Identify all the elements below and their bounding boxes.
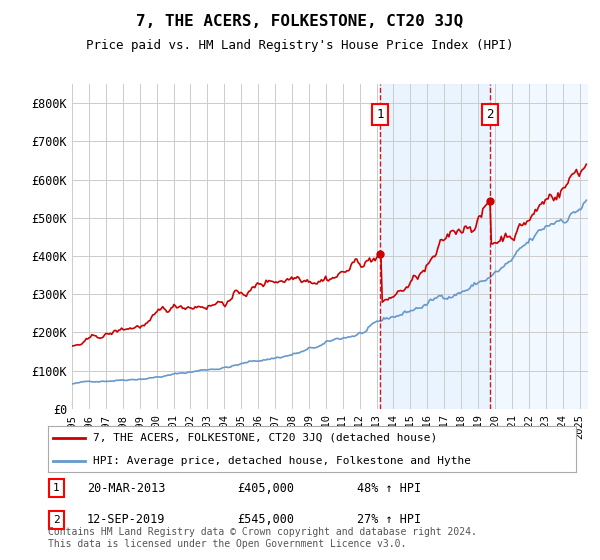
Text: 1: 1 — [376, 108, 384, 121]
Text: 2: 2 — [487, 108, 494, 121]
Text: 27% ↑ HPI: 27% ↑ HPI — [357, 513, 421, 526]
Text: 20-MAR-2013: 20-MAR-2013 — [87, 482, 166, 495]
Text: 12-SEP-2019: 12-SEP-2019 — [87, 513, 166, 526]
Text: 7, THE ACERS, FOLKESTONE, CT20 3JQ: 7, THE ACERS, FOLKESTONE, CT20 3JQ — [136, 14, 464, 29]
Text: 1: 1 — [53, 483, 60, 493]
Text: 48% ↑ HPI: 48% ↑ HPI — [357, 482, 421, 495]
Text: 2: 2 — [53, 515, 60, 525]
Bar — [490, 84, 588, 409]
Text: Price paid vs. HM Land Registry's House Price Index (HPI): Price paid vs. HM Land Registry's House … — [86, 39, 514, 52]
Text: 7, THE ACERS, FOLKESTONE, CT20 3JQ (detached house): 7, THE ACERS, FOLKESTONE, CT20 3JQ (deta… — [93, 433, 437, 443]
Text: £405,000: £405,000 — [237, 482, 294, 495]
Bar — [380, 84, 490, 409]
Text: Contains HM Land Registry data © Crown copyright and database right 2024.
This d: Contains HM Land Registry data © Crown c… — [48, 527, 477, 549]
Text: £545,000: £545,000 — [237, 513, 294, 526]
Text: HPI: Average price, detached house, Folkestone and Hythe: HPI: Average price, detached house, Folk… — [93, 456, 471, 466]
